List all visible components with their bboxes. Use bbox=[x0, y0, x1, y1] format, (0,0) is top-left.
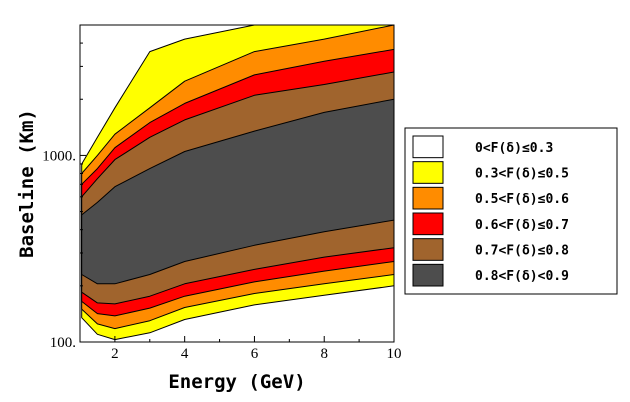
legend-label: 0.6<F(δ)≤0.7 bbox=[475, 218, 569, 233]
x-tick-label: 8 bbox=[320, 346, 328, 362]
y-axis-title: Baseline (Km) bbox=[16, 109, 38, 258]
y-axis: 100. 1000. bbox=[42, 24, 86, 351]
legend-swatch bbox=[412, 186, 444, 210]
legend-item: 0.7<F(δ)≤0.8 bbox=[412, 238, 569, 261]
legend-item: 0<F(δ)≤0.3 bbox=[412, 135, 553, 159]
x-tick-label: 6 bbox=[251, 346, 259, 362]
legend-swatch bbox=[412, 212, 444, 236]
x-tick-label: 2 bbox=[111, 346, 119, 362]
legend-label: 0.5<F(δ)≤0.6 bbox=[475, 192, 569, 207]
legend-item: 0.5<F(δ)≤0.6 bbox=[412, 186, 569, 210]
x-axis: 2 4 6 8 10 bbox=[79, 336, 402, 362]
legend-item: 0.3<F(δ)≤0.5 bbox=[412, 161, 569, 184]
x-tick-label: 10 bbox=[387, 346, 402, 362]
band-0-8-to-0-9 bbox=[81, 98, 394, 285]
legend-swatch bbox=[412, 263, 444, 287]
y-tick-label: 1000. bbox=[42, 148, 76, 164]
y-tick-label: 100. bbox=[50, 335, 76, 351]
contour-bands bbox=[81, 25, 394, 341]
legend-label: 0<F(δ)≤0.3 bbox=[475, 141, 553, 156]
x-tick-label: 4 bbox=[181, 346, 189, 362]
legend-item: 0.8<F(δ)<0.9 bbox=[412, 263, 569, 287]
legend-swatch bbox=[412, 161, 444, 184]
legend-swatch bbox=[412, 238, 444, 261]
legend: 0<F(δ)≤0.3 0.3<F(δ)≤0.5 0.5<F(δ)≤0.6 0.6<F(… bbox=[404, 127, 618, 295]
legend-label: 0.7<F(δ)≤0.8 bbox=[475, 244, 569, 259]
plot-border bbox=[79, 24, 395, 343]
x-axis-title: Energy (GeV) bbox=[168, 371, 305, 393]
legend-item: 0.6<F(δ)≤0.7 bbox=[412, 212, 569, 236]
legend-label: 0.8<F(δ)<0.9 bbox=[475, 269, 569, 284]
legend-label: 0.3<F(δ)≤0.5 bbox=[475, 167, 569, 182]
legend-swatch bbox=[412, 135, 444, 159]
plot-frame bbox=[79, 24, 395, 343]
